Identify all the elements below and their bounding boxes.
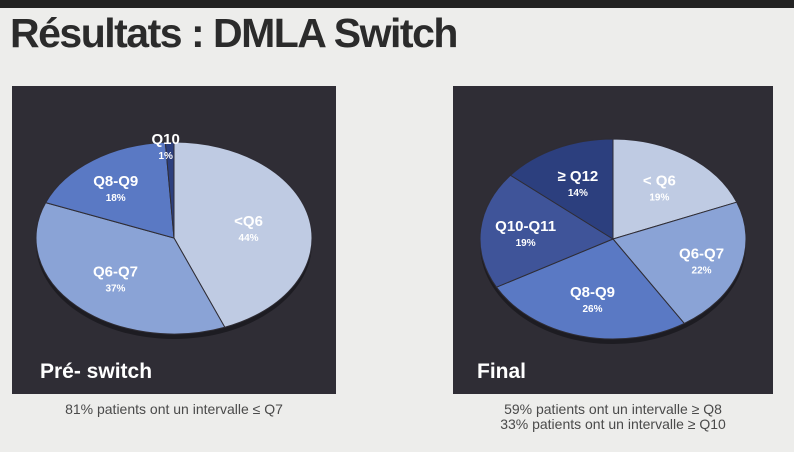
final-slice-label-q6-q7: Q6-Q7 [679,246,724,263]
pre-switch-slice-value-q8-q9: 18% [106,193,126,204]
pre-switch-caption: Pré- switch [40,360,153,383]
final-slice-q8-q9 [495,238,686,340]
final-slice-value-q6-q7: 22% [692,266,712,277]
final-slice-value-q10-q11: 19% [516,238,536,249]
pre-switch-slice-label-q8-q9: Q8-Q9 [93,173,138,190]
pre-switch-footnote: 81% patients ont un intervalle ≤ Q7 [12,402,336,417]
pre-switch-slice-value-ltq6: 44% [239,233,259,244]
final-footnote-line-1: 59% patients ont un intervalle ≥ Q8 [504,401,722,417]
final-caption: Final [477,360,527,383]
final-slice-label-q10-q11: Q10-Q11 [495,218,556,235]
pre-switch-slice-q10 [164,141,175,239]
final-slice-value-ge-q12: 14% [568,188,588,199]
pre-switch-pie-chart: <Q6 44% Q6-Q7 37% Q8-Q9 18% Q10 1% [35,131,313,339]
pre-switch-chart-panel: <Q6 44% Q6-Q7 37% Q8-Q9 18% Q10 1% Pré- switch [12,86,336,394]
final-slice-lt-q6 [612,138,738,240]
pre-switch-footnote-line: 81% patients ont un intervalle ≤ Q7 [65,401,283,417]
final-footnote: 59% patients ont un intervalle ≥ Q8 33% … [453,402,773,432]
slide-title: Résultats : DMLA Switch [10,10,458,56]
pre-switch-slice-label-ltq6: <Q6 [234,213,263,230]
pre-switch-slice-label-q10: Q10 [151,131,179,148]
final-footnote-line-2: 33% patients ont un intervalle ≥ Q10 [500,416,726,432]
pre-switch-slice-q6-q7 [35,202,226,335]
screen-top-bar [0,0,794,8]
pre-switch-slice-value-q6-q7: 37% [105,284,125,295]
final-slice-q10-q11 [479,174,615,288]
final-slice-value-lt-q6: 19% [649,193,669,204]
final-slice-label-ge-q12: ≥ Q12 [558,168,599,185]
final-slice-label-q8-q9: Q8-Q9 [570,284,615,301]
pre-switch-slice-ltq6 [173,141,313,328]
final-slice-label-lt-q6: < Q6 [643,173,676,190]
final-slice-ge-q12 [509,138,614,240]
final-pie-chart: < Q6 19% Q6-Q7 22% Q8-Q9 26% Q10-Q11 19% ≥ Q12 14… [479,138,747,344]
final-slice-q6-q7 [612,201,747,325]
final-slice-value-q8-q9: 26% [582,304,602,315]
pre-switch-slice-label-q6-q7: Q6-Q7 [93,264,138,281]
pre-switch-slice-value-q10: 1% [158,151,173,162]
pre-switch-slice-q8-q9 [44,141,175,239]
final-chart-panel: < Q6 19% Q6-Q7 22% Q8-Q9 26% Q10-Q11 19% ≥ Q12 14… [453,86,773,394]
